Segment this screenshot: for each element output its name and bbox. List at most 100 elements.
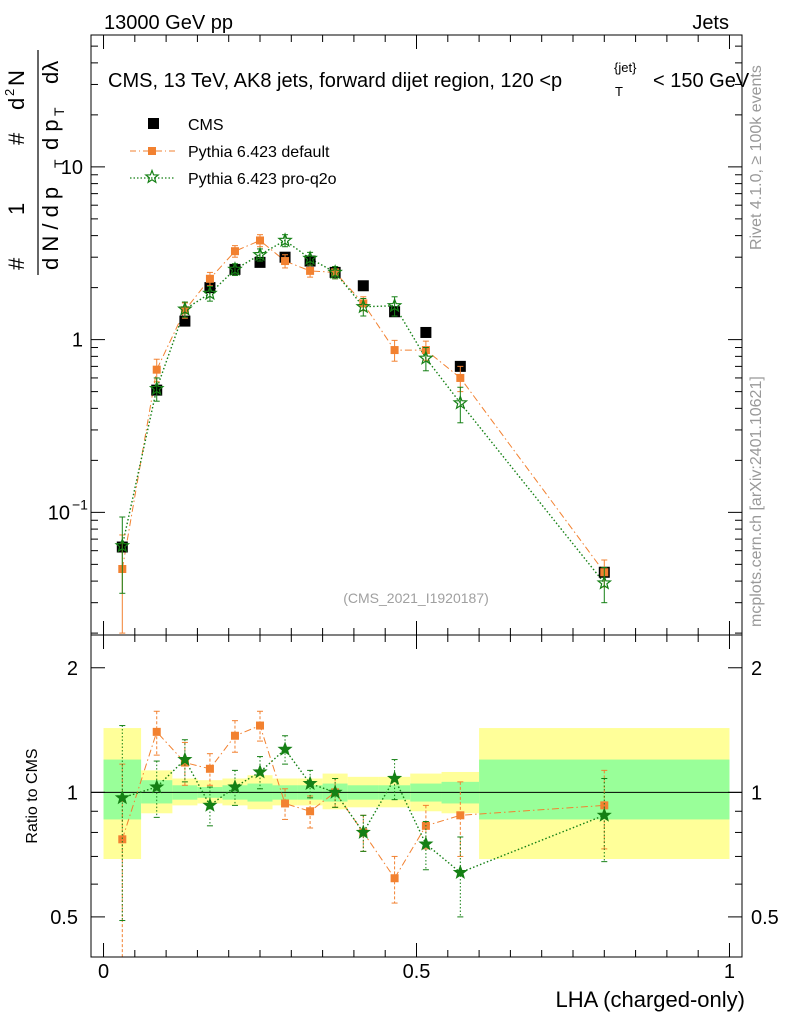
ylabel-numerator-two-sup: 2 — [2, 89, 17, 96]
main-point-pythia-proq2o — [114, 537, 131, 553]
ratio-point-pythia-default — [256, 721, 265, 730]
main-y-tick-label: 10 — [61, 157, 83, 179]
main-y-axis-label: # 1 d N / d p T # d 2 N d p T dλ — [2, 50, 67, 275]
ratio-series-points — [114, 710, 612, 958]
main-point-pythia-proq2o — [227, 261, 243, 277]
main-point-pythia-proq2o — [148, 380, 165, 396]
main-point-cms — [357, 280, 369, 292]
ratio-point-pythia-proq2o — [418, 836, 434, 851]
ratio-point-pythia-proq2o — [227, 779, 243, 794]
ratio-point-pythia-default — [600, 801, 609, 810]
ratio-point-pythia-default — [152, 727, 161, 736]
ratio-point-pythia-proq2o — [327, 784, 343, 799]
ratio-y-axis-label: Ratio to CMS — [24, 748, 41, 843]
main-point-pythia-proq2o — [327, 264, 343, 280]
mcplots-label: mcplots.cern.ch [arXiv:2401.10621] — [748, 376, 765, 627]
ratio-y-tick-label-left: 1 — [67, 782, 78, 804]
legend-item-pythia-proq2o: Pythia 6.423 pro-q2o — [130, 168, 337, 188]
ylabel-denominator-one-sub: T — [51, 159, 67, 168]
ylabel-hash-one: # — [4, 257, 29, 270]
ratio-point-pythia-proq2o — [149, 779, 165, 794]
main-point-pythia-proq2o — [355, 298, 372, 314]
x-axis-label: LHA (charged-only) — [555, 987, 745, 1012]
analysis-watermark: (CMS_2021_I1920187) — [343, 590, 489, 606]
main-point-pythia-default — [306, 266, 315, 275]
plot-title-end: < 150 GeV — [653, 70, 750, 92]
ratio-point-pythia-default — [390, 874, 399, 883]
legend-label-cms: CMS — [188, 117, 224, 134]
plot-title-subscript: T — [615, 84, 623, 99]
ratio-y-tick-label-right: 0.5 — [751, 907, 779, 929]
main-point-pythia-default — [456, 373, 465, 382]
legend-marker-pythia-proq2o — [144, 168, 160, 184]
legend-marker-cms — [148, 118, 159, 129]
main-point-pythia-proq2o — [418, 350, 434, 365]
ratio-point-pythia-default — [230, 731, 239, 740]
main-y-tick-label: 1 — [72, 330, 83, 352]
ylabel-numerator-two-end: N — [4, 70, 29, 86]
legend-item-cms: CMS — [148, 117, 224, 134]
ratio-plot-panel: 0.5 0.5 1 1 2 2 0 0.5 1 Ratio to CMS LHA (charge… — [24, 634, 779, 1012]
plot-title-text: CMS, 13 TeV, AK8 jets, forward dijet reg… — [108, 70, 562, 92]
x-tick-label: 0.5 — [403, 961, 431, 983]
svg-text:CMS, 13 TeV, AK8 jets, forward: CMS, 13 TeV, AK8 jets, forward dijet reg… — [108, 70, 562, 92]
ratio-series-lines — [121, 724, 605, 880]
ratio-point-pythia-proq2o — [252, 764, 268, 779]
main-point-pythia-default — [230, 247, 239, 256]
ratio-point-pythia-proq2o — [452, 864, 468, 879]
main-point-pythia-default — [390, 346, 399, 355]
ratio-plot-frame — [90, 634, 743, 958]
main-y-tick-label-exponent: −1 — [72, 496, 88, 512]
x-tick-label: 0 — [98, 961, 109, 983]
ratio-point-pythia-proq2o — [114, 789, 130, 805]
legend-label-pythia-default: Pythia 6.423 default — [188, 144, 330, 161]
ratio-point-pythia-proq2o — [596, 807, 612, 822]
main-point-pythia-proq2o — [386, 297, 403, 313]
ylabel-denominator-two-sub: T — [51, 107, 67, 116]
ratio-point-pythia-proq2o — [387, 770, 403, 785]
ratio-band-green — [141, 780, 173, 804]
ylabel-hash-two: # — [4, 132, 29, 145]
ratio-point-pythia-proq2o — [202, 797, 218, 812]
main-point-pythia-proq2o — [177, 300, 193, 316]
ratio-point-pythia-default — [281, 799, 290, 808]
ratio-uncertainty-bands — [103, 728, 730, 860]
main-series-lines — [121, 239, 605, 584]
plot-title: CMS, 13 TeV, AK8 jets, forward dijet reg… — [108, 60, 750, 99]
ratio-point-pythia-proq2o — [302, 775, 318, 790]
ylabel-denominator-one: d N / d p — [38, 187, 63, 270]
main-point-pythia-default — [281, 257, 290, 266]
ratio-point-pythia-proq2o — [277, 741, 293, 756]
ratio-axis-ticks: 0.5 0.5 1 1 2 2 0 0.5 1 — [50, 635, 779, 983]
main-point-pythia-proq2o — [452, 394, 469, 410]
main-series-line — [121, 239, 605, 573]
main-point-pythia-default — [205, 274, 214, 283]
ylabel-numerator-two: d — [4, 98, 29, 110]
main-point-cms — [179, 315, 191, 327]
legend: CMS Pythia 6.423 default Pythia 6.423 pr… — [130, 117, 337, 188]
process-label: Jets — [692, 12, 729, 34]
main-point-pythia-proq2o — [302, 250, 318, 266]
legend-item-pythia-default: Pythia 6.423 default — [130, 144, 330, 161]
plot-title-superscript: {jet} — [614, 60, 637, 75]
ylabel-denominator-two: d p — [38, 119, 63, 150]
ratio-point-pythia-proq2o — [177, 751, 193, 766]
main-point-pythia-proq2o — [596, 574, 613, 590]
main-point-pythia-default — [152, 365, 161, 374]
main-point-pythia-proq2o — [252, 246, 268, 262]
x-tick-label: 1 — [724, 961, 735, 983]
ratio-y-tick-label-left: 2 — [67, 658, 78, 680]
ylabel-numerator-one: 1 — [4, 203, 29, 215]
ratio-y-tick-label-left: 0.5 — [50, 907, 78, 929]
ratio-point-pythia-default — [118, 835, 127, 844]
main-series-line — [121, 239, 605, 584]
ratio-series-line — [121, 724, 605, 880]
rivet-version-label: Rivet 4.1.0, ≥ 100k events — [748, 65, 765, 250]
main-point-cms — [420, 326, 432, 338]
main-point-pythia-default — [256, 236, 265, 245]
main-point-pythia-proq2o — [202, 285, 218, 301]
legend-label-pythia-proq2o: Pythia 6.423 pro-q2o — [188, 171, 337, 188]
